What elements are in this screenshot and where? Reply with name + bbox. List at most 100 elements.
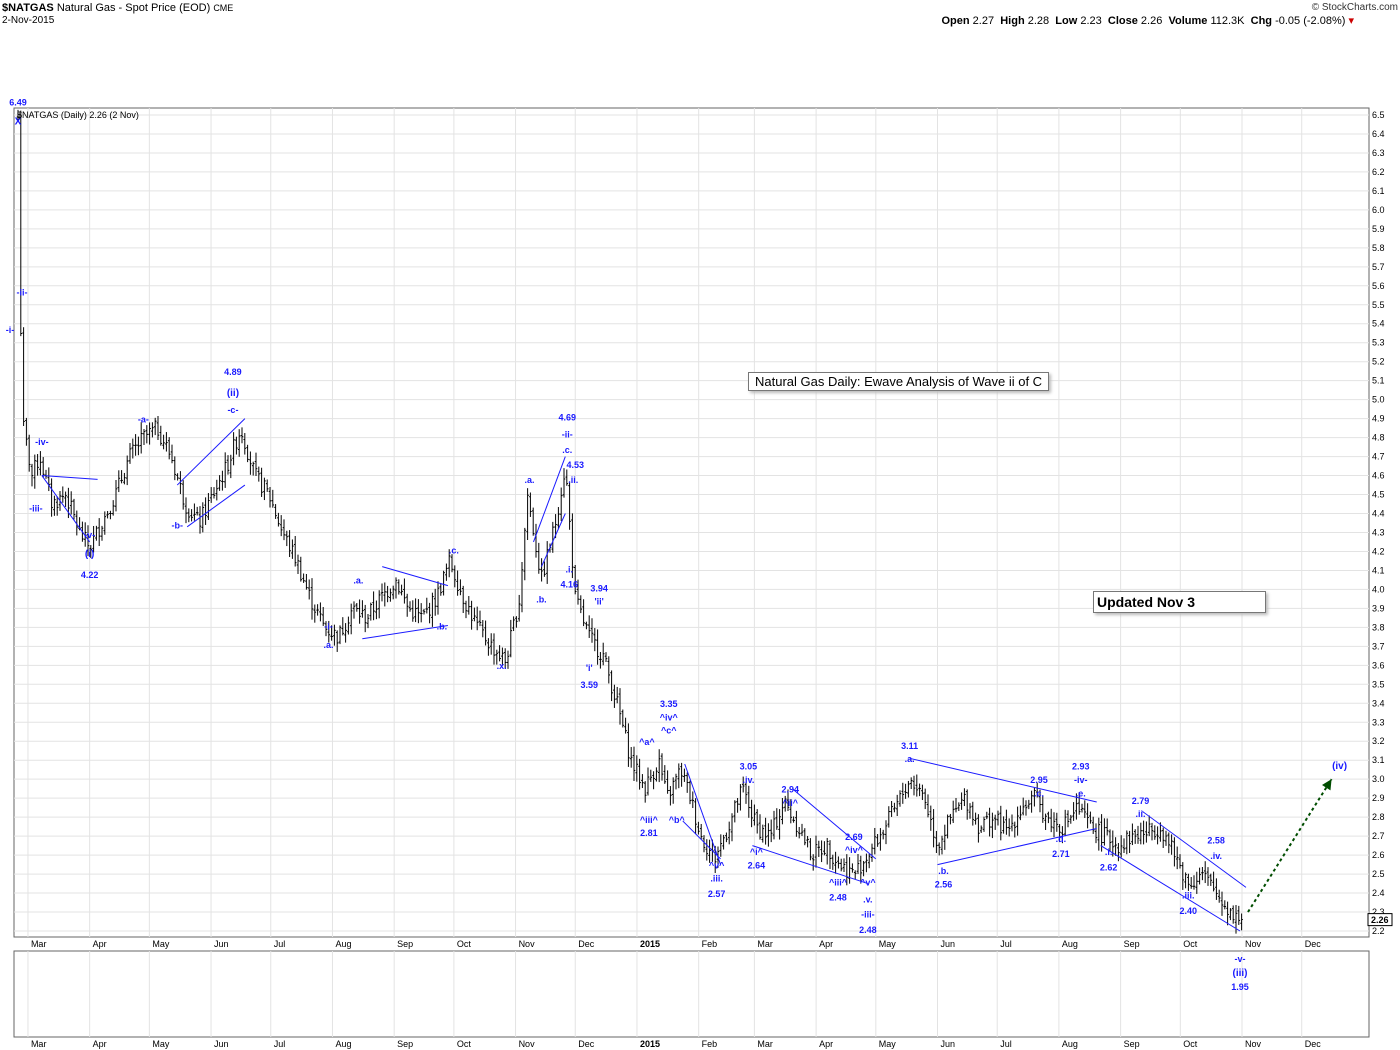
wave-trendline (682, 820, 721, 860)
chart-date: 2-Nov-2015 (2, 15, 55, 26)
y-tick-label: 4.6 (1372, 471, 1385, 481)
wave-label: .c. (562, 445, 572, 455)
wave-label: -iv- (1074, 775, 1088, 785)
x-tick-label: Nov (519, 939, 536, 949)
x-tick-label: Dec (1305, 939, 1322, 949)
x-axis: Mar Apr May Jun Jul Aug Sep Oct Nov Dec 2015 Feb Mar… (31, 939, 1321, 949)
wave-label: 2.48 (859, 925, 877, 935)
y-tick-label: 4.8 (1372, 433, 1385, 443)
volume-label: Volume (1168, 15, 1208, 27)
x-tick-label-lower: Jul (1000, 1039, 1012, 1049)
wave-label: -iii- (861, 910, 875, 920)
y-tick-label: 4.2 (1372, 546, 1385, 556)
wave-label: .d. (1056, 834, 1067, 844)
x-tick-label: Jun (941, 939, 956, 949)
wave-label: ^iii^ (640, 815, 659, 825)
y-tick-label: 5.8 (1372, 243, 1385, 253)
symbol-description: Natural Gas - Spot Price (EOD) (56, 2, 211, 14)
x-tick-label: Nov (1245, 939, 1262, 949)
y-tick-label: 5.4 (1372, 319, 1385, 329)
wave-label: .iv. (1210, 851, 1222, 861)
y-tick-label: 4.5 (1372, 490, 1385, 500)
ohlc-bars (16, 109, 1243, 934)
wave-label: 4.22 (81, 570, 99, 580)
y-tick-label: 2.8 (1372, 812, 1385, 822)
x-tick-label: Jul (274, 939, 286, 949)
wave-label: -ii- (16, 287, 27, 297)
wave-label: .x. (497, 661, 507, 671)
x-tick-label-lower: Mar (757, 1039, 773, 1049)
wave-label-below: 1.95 (1231, 982, 1249, 992)
wave-trendline (176, 418, 246, 486)
wave-trendline (41, 475, 91, 543)
wave-label-below: (iii) (1233, 968, 1248, 979)
y-tick-label: 2.9 (1372, 793, 1385, 803)
x-tick-label-lower: Jul (274, 1039, 286, 1049)
x-tick-label: Feb (702, 939, 718, 949)
wave-label: -a- (138, 414, 149, 424)
open-label: Open (941, 15, 970, 27)
y-tick-label: 2.4 (1372, 888, 1385, 898)
wave-label: .iv. (743, 775, 755, 785)
close-value: 2.26 (1140, 15, 1163, 27)
wave-label: 3.59 (580, 680, 598, 690)
volume-value: 112.3K (1210, 15, 1245, 27)
wave-trendline (937, 828, 1097, 866)
wave-label: 6.49 (9, 98, 27, 108)
wave-label: ^iii^ (829, 877, 848, 887)
wave-label: ^iv^ (845, 845, 864, 855)
low-label: Low (1055, 15, 1078, 27)
y-tick-label: 6.1 (1372, 186, 1385, 196)
y-tick-label: 3.2 (1372, 736, 1385, 746)
open-value: 2.27 (972, 15, 995, 27)
chart-symbol-line: $NATGAS Natural Gas - Spot Price (EOD) C… (2, 2, 233, 14)
wave-label: -c- (227, 405, 238, 415)
y-tick-label: 3.6 (1372, 660, 1385, 670)
x-tick-label-lower: 2015 (640, 1039, 660, 1049)
x-tick-label: Mar (31, 939, 47, 949)
x-tick-label: Apr (93, 939, 107, 949)
y-tick-label: 5.6 (1372, 281, 1385, 291)
projection-label: (iv) (1332, 761, 1347, 772)
wave-label: .ii. (1135, 809, 1145, 819)
y-tick-label: 3.4 (1372, 698, 1385, 708)
y-tick-label: 3.0 (1372, 774, 1385, 784)
wave-label: ^iv^ (660, 712, 679, 722)
x-tick-label-lower: Sep (1124, 1039, 1140, 1049)
trendlines (41, 418, 1247, 932)
x-tick-label-lower: Nov (1245, 1039, 1262, 1049)
wave-label: ^c^ (661, 726, 677, 736)
y-tick-label: 3.3 (1372, 717, 1385, 727)
x-tick-label-lower: Nov (519, 1039, 536, 1049)
wave-label: 2.93 (1072, 762, 1090, 772)
low-value: 2.23 (1080, 15, 1102, 27)
wave-label: 2.94 (781, 784, 799, 794)
y-tick-label: 2.7 (1372, 831, 1385, 841)
x-tick-label-lower: Apr (93, 1039, 107, 1049)
y-tick-label: 5.2 (1372, 357, 1385, 367)
projection-arrowhead (1322, 779, 1332, 791)
wave-trendline (540, 513, 566, 567)
wave-trendline (41, 475, 98, 480)
x-tick-label: Sep (397, 939, 413, 949)
x-axis-lower: Mar Apr May Jun Jul Aug Sep Oct Nov Dec 2015 Feb Mar… (31, 1039, 1321, 1049)
wave-label: -iii- (29, 504, 43, 514)
x-tick-label: 2015 (640, 939, 660, 949)
x-tick-label: Oct (1183, 939, 1198, 949)
updated-box: Updated Nov 3 (1093, 591, 1266, 613)
y-tick-label: 6.0 (1372, 205, 1385, 215)
wave-label: .c. (449, 545, 459, 555)
wave-trendline (1100, 845, 1241, 932)
y-tick-label: 2.6 (1372, 850, 1385, 860)
x-tick-label: Mar (757, 939, 773, 949)
x-tick-label-lower: Apr (819, 1039, 833, 1049)
change-label: Chg (1250, 15, 1273, 27)
wave-label: .a. (323, 640, 333, 650)
x-tick-label-lower: Aug (1062, 1039, 1078, 1049)
y-tick-label: 4.7 (1372, 452, 1385, 462)
wave-label: 4.89 (224, 367, 242, 377)
y-tick-label: 3.8 (1372, 622, 1385, 632)
x-tick-label-lower: Sep (397, 1039, 413, 1049)
x-tick-label: Jun (214, 939, 229, 949)
x-tick-label: Dec (578, 939, 595, 949)
